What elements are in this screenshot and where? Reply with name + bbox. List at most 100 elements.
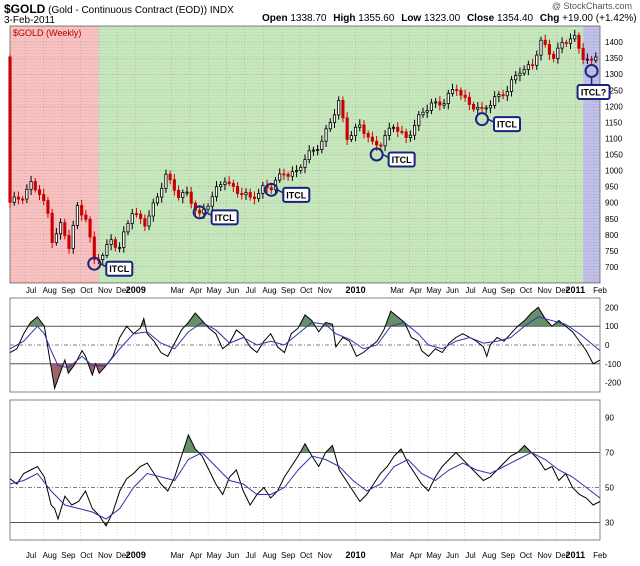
x-axis-bottom-tick-label: 2011: [566, 550, 586, 560]
candle-body: [362, 124, 366, 134]
candle-body: [118, 246, 122, 249]
close-value: 1354.40: [496, 13, 534, 24]
candle-body: [185, 191, 189, 194]
candle-body: [105, 244, 109, 256]
x-axis-bottom-tick-label: Jul: [246, 551, 256, 560]
candle-body: [573, 34, 577, 40]
momentum-tick-label: -200: [605, 379, 622, 388]
candle-body: [590, 58, 594, 61]
candle-body: [71, 224, 75, 249]
itcl-marker-label: ITCL: [286, 190, 306, 200]
itcl-marker-label: ITCL: [215, 213, 235, 223]
x-axis-mid-tick-label: Feb: [593, 286, 607, 295]
momentum-tick-label: 200: [605, 303, 619, 312]
momentum-extreme-fill: [88, 363, 96, 376]
x-axis-mid-tick-label: Dec: [556, 286, 570, 295]
x-axis-mid-tick-label: Jul: [465, 286, 475, 295]
candle-body: [349, 135, 353, 140]
price-tick-label: 950: [605, 183, 619, 192]
candle-body: [547, 44, 551, 55]
candle-body: [290, 171, 294, 177]
candle-body: [151, 202, 155, 217]
x-axis-bottom-tick-label: Feb: [593, 551, 607, 560]
x-axis-bottom-tick-label: May: [207, 551, 222, 560]
candle-body: [206, 205, 210, 210]
ohlc-readout: Open 1338.70 High 1355.60 Low 1323.00 Cl…: [262, 13, 640, 24]
candle-body: [172, 179, 176, 191]
candle-body: [476, 106, 480, 110]
candle-body: [168, 173, 172, 181]
candle-body: [324, 128, 328, 142]
x-axis-bottom-tick-label: Jul: [465, 551, 475, 560]
low-value: 1323.00: [424, 13, 461, 24]
price-tick-label: 1300: [605, 70, 623, 79]
candle-body: [54, 233, 58, 243]
candle-body: [391, 126, 396, 129]
candle-body: [155, 196, 160, 204]
oscillator-frame: [9, 399, 601, 541]
candle-body: [223, 181, 227, 185]
candle-body: [198, 209, 202, 214]
candle-body: [92, 236, 96, 260]
price-tick-label: 1350: [605, 54, 623, 63]
candle-body: [581, 47, 585, 60]
candle-body: [227, 181, 231, 184]
x-axis-bottom-tick-label: Sep: [281, 551, 296, 560]
candle-body: [63, 222, 67, 236]
candle-body: [484, 107, 488, 110]
x-axis-mid-tick-label: May: [207, 286, 222, 295]
candle-body: [370, 136, 374, 142]
price-tick-label: 1100: [605, 134, 623, 143]
candle-body: [463, 94, 467, 98]
x-axis-mid-tick-label: Sep: [281, 286, 296, 295]
candle-body: [556, 47, 560, 59]
candle-body: [189, 191, 193, 204]
candle-body: [337, 100, 341, 116]
x-axis-mid-tick-label: Mar: [390, 286, 404, 295]
candle-body: [261, 184, 265, 194]
candle-body: [126, 223, 130, 233]
candle-body: [354, 126, 358, 136]
candle-body: [387, 127, 391, 136]
itcl-marker-box: [576, 83, 611, 100]
candle-body: [307, 150, 311, 160]
candle-body: [147, 215, 151, 227]
momentum-tick-label: -100: [605, 360, 622, 369]
itcl-marker-label: ITCL?: [581, 87, 607, 97]
candle-body: [425, 110, 429, 113]
x-axis-mid-tick-label: Nov: [537, 286, 551, 295]
x-axis-bottom-tick-label: 2010: [346, 550, 366, 560]
candle-body: [531, 64, 535, 67]
itcl-marker-box: [105, 260, 134, 277]
x-axis-mid-tick-label: Mar: [170, 286, 184, 295]
candle-body: [46, 200, 50, 214]
x-axis-bottom-tick-label: Apr: [190, 551, 203, 560]
chart-header: $GOLD (Gold - Continuous Contract (EOD))…: [4, 2, 234, 16]
watermark: @ StockCharts.com: [551, 1, 632, 11]
candle-body: [286, 173, 290, 177]
x-axis-bottom-tick-label: Nov: [98, 551, 112, 560]
candle-body: [442, 103, 446, 106]
x-axis-mid-tick-label: Jun: [446, 286, 459, 295]
x-axis-mid-tick-label: Jul: [26, 286, 36, 295]
x-axis-mid-tick-label: 2010: [346, 285, 366, 295]
price-tick-label: 700: [605, 263, 619, 272]
candle-body: [413, 125, 417, 136]
candle-body: [438, 101, 442, 106]
oscillator-extreme-fill: [300, 443, 310, 453]
price-tick-label: 1400: [605, 38, 623, 47]
high-value: 1355.60: [358, 13, 395, 24]
candle-body: [282, 173, 286, 176]
candle-body: [219, 184, 223, 188]
x-axis-bottom-tick-label: Sep: [501, 551, 516, 560]
x-axis-bottom-tick-label: Jun: [446, 551, 459, 560]
price-tick-label: 1200: [605, 102, 623, 111]
oscillator-tick-label: 70: [605, 449, 614, 458]
candle-body: [42, 194, 46, 202]
x-axis-mid-tick-label: Nov: [318, 286, 332, 295]
chg-label: Chg: [539, 13, 560, 24]
chg-value: +19.00 (+1.42%): [562, 13, 637, 24]
x-axis-mid-tick-label: 2011: [566, 285, 586, 295]
momentum-series-line-1: [9, 316, 601, 369]
